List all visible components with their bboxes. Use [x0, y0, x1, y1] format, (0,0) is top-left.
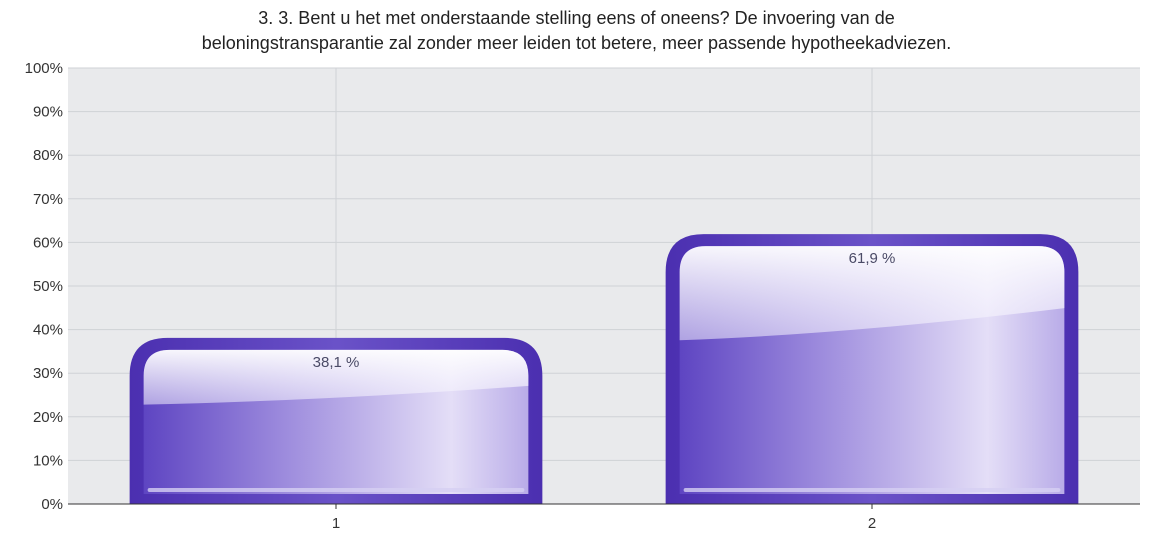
y-tick-label: 20% — [33, 409, 63, 426]
bar — [665, 234, 1079, 504]
y-tick-label: 80% — [33, 147, 63, 164]
y-tick-label: 60% — [33, 234, 63, 251]
bar-gloss — [679, 246, 1065, 341]
chart-title-line-2: beloningstransparantie zal zonder meer l… — [201, 33, 952, 53]
y-tick-label: 40% — [33, 322, 63, 339]
bar-gloss — [143, 349, 529, 405]
x-tick-label: 2 — [868, 515, 876, 532]
x-tick-label: 1 — [332, 515, 340, 532]
chart-title-line-1: 3. 3. Bent u het met onderstaande stelli… — [258, 8, 895, 28]
bar — [129, 337, 543, 504]
data-label: 38,1 % — [313, 354, 360, 371]
bar-base-highlight — [683, 488, 1061, 492]
chart-title: 3. 3. Bent u het met onderstaande stelli… — [0, 6, 1153, 56]
y-tick-label: 50% — [33, 278, 63, 295]
y-tick-label: 70% — [33, 191, 63, 208]
y-tick-label: 10% — [33, 452, 63, 469]
y-tick-label: 0% — [41, 496, 63, 513]
bar-base-highlight — [147, 488, 525, 492]
y-tick-label: 100% — [25, 60, 63, 77]
y-tick-label: 30% — [33, 365, 63, 382]
data-label: 61,9 % — [849, 250, 896, 267]
y-tick-label: 90% — [33, 104, 63, 121]
